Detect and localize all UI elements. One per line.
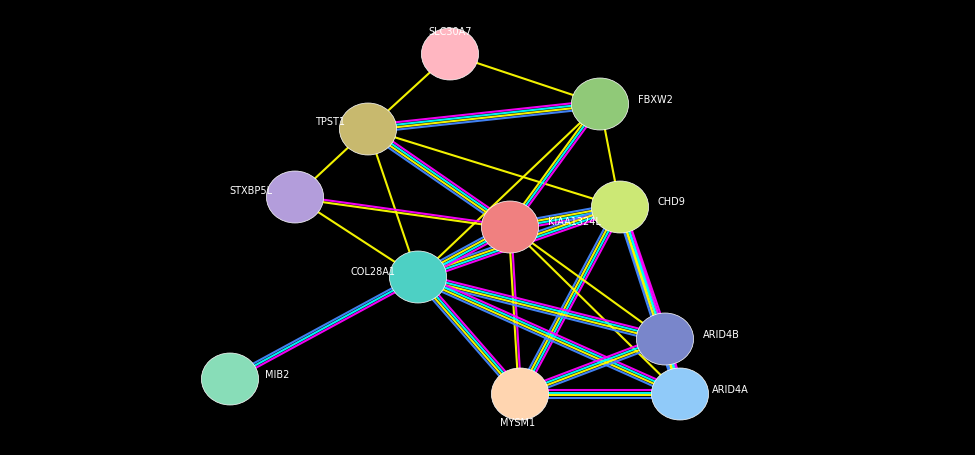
Text: KIAA1324L: KIAA1324L bbox=[548, 217, 601, 227]
Ellipse shape bbox=[651, 368, 709, 420]
Text: FBXW2: FBXW2 bbox=[638, 95, 673, 105]
Ellipse shape bbox=[491, 368, 549, 420]
Text: MIB2: MIB2 bbox=[265, 369, 290, 379]
Ellipse shape bbox=[571, 79, 629, 131]
Text: ARID4A: ARID4A bbox=[712, 384, 749, 394]
Ellipse shape bbox=[389, 252, 447, 303]
Text: CHD9: CHD9 bbox=[658, 197, 685, 207]
Ellipse shape bbox=[339, 104, 397, 156]
Ellipse shape bbox=[202, 353, 258, 405]
Text: COL28A1: COL28A1 bbox=[350, 267, 395, 276]
Ellipse shape bbox=[266, 172, 324, 223]
Text: STXBP5L: STXBP5L bbox=[229, 186, 272, 196]
Text: TPST1: TPST1 bbox=[315, 117, 345, 127]
Ellipse shape bbox=[482, 202, 538, 253]
Ellipse shape bbox=[637, 313, 693, 365]
Text: SLC30A7: SLC30A7 bbox=[428, 27, 472, 37]
Ellipse shape bbox=[421, 29, 479, 81]
Text: MYSM1: MYSM1 bbox=[500, 417, 535, 427]
Text: ARID4B: ARID4B bbox=[703, 329, 740, 339]
Ellipse shape bbox=[592, 182, 648, 233]
